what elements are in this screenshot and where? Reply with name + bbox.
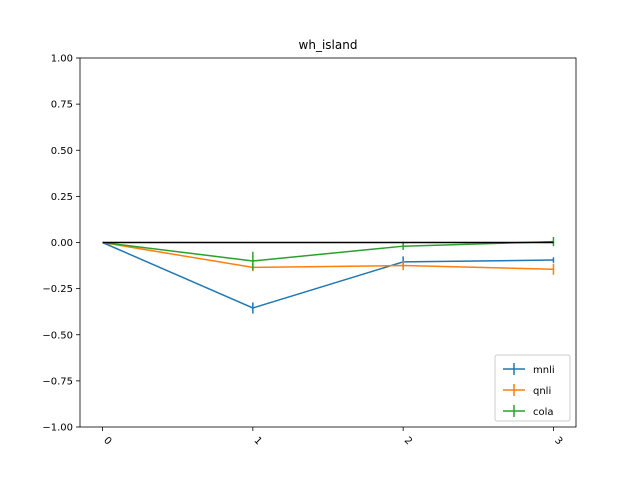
y-tick-label: −0.75 bbox=[42, 376, 73, 387]
legend-label-mnli: mnli bbox=[533, 365, 555, 376]
y-tick-label: 0.00 bbox=[51, 238, 73, 249]
y-tick-label: 0.50 bbox=[51, 146, 73, 157]
y-tick-label: −0.25 bbox=[42, 284, 73, 295]
x-tick-label: 2 bbox=[402, 435, 414, 447]
series-cola bbox=[102, 236, 555, 271]
y-tick-label: 0.25 bbox=[51, 192, 73, 203]
x-tick-label: 0 bbox=[101, 435, 113, 447]
series-line-cola bbox=[102, 240, 554, 262]
y-tick-label: 0.75 bbox=[51, 100, 73, 111]
series-qnli bbox=[102, 241, 555, 275]
chart-title: wh_island bbox=[299, 38, 358, 52]
series-line-qnli bbox=[102, 241, 554, 271]
y-tick-label: −0.50 bbox=[42, 330, 73, 341]
series-line-mnli bbox=[102, 241, 554, 309]
legend: mnli qnli cola bbox=[494, 354, 571, 422]
x-tick-label: 1 bbox=[251, 435, 263, 447]
legend-label-qnli: qnli bbox=[533, 386, 551, 397]
y-tick-label: 1.00 bbox=[51, 54, 73, 65]
x-tick-label: 3 bbox=[552, 435, 564, 447]
legend-label-cola: cola bbox=[533, 407, 554, 418]
y-tick-label: −1.00 bbox=[42, 423, 73, 434]
